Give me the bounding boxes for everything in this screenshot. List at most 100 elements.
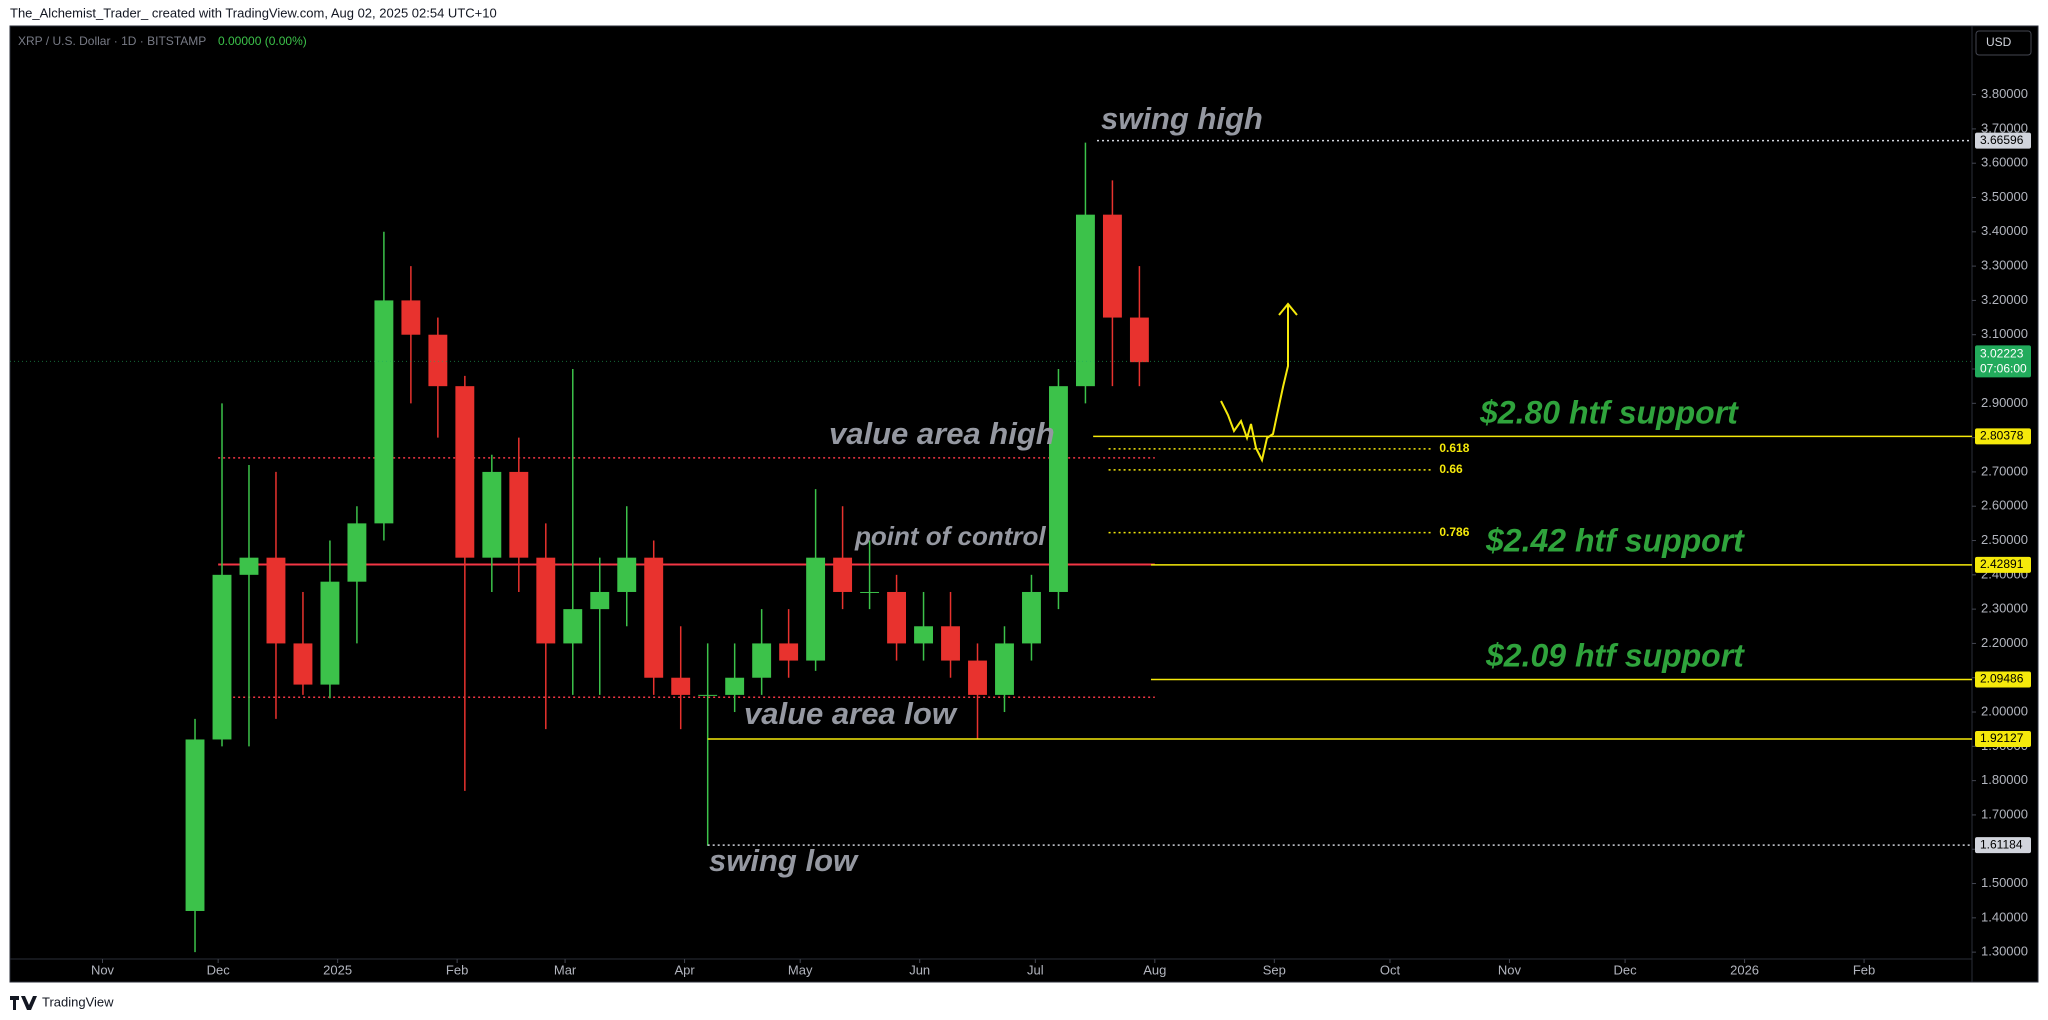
candle-body: [644, 557, 664, 678]
support-label: $2.09 htf support: [1485, 637, 1745, 673]
annotation: point of control: [854, 521, 1046, 551]
x-tick-label: Nov: [1498, 962, 1522, 977]
brand-logo: [10, 996, 37, 1010]
x-tick-label: Apr: [674, 962, 695, 977]
level-label-box: [1975, 556, 2031, 573]
candle-body: [401, 300, 421, 335]
candle-body: [590, 591, 610, 610]
candle-body: [725, 677, 745, 695]
candle-body: [671, 677, 691, 695]
candle-body: [941, 626, 960, 661]
y-tick-label: 3.80000: [1981, 86, 2028, 101]
candle-body: [185, 739, 205, 911]
x-tick-label: Oct: [1380, 962, 1401, 977]
candle-body: [1129, 317, 1149, 363]
chart-panel: [9, 25, 2039, 983]
level-label: 2.42891: [1980, 557, 2024, 571]
level-label-box: [1975, 837, 2031, 854]
level-label-box: [1975, 731, 2031, 748]
x-tick-label: Nov: [91, 962, 115, 977]
brand: TradingView: [42, 994, 114, 1009]
y-tick-label: 2.30000: [1981, 601, 2028, 616]
plot: 1.300001.400001.500001.600001.700001.800…: [10, 86, 2028, 977]
candle-body: [563, 609, 583, 644]
last-price-label: 3.02223: [1980, 347, 2024, 361]
y-tick-label: 3.40000: [1981, 223, 2028, 238]
x-tick-label: 2026: [1730, 962, 1759, 977]
y-tick-label: 1.80000: [1981, 772, 2028, 787]
candle-body: [860, 591, 880, 593]
y-tick-label: 2.70000: [1981, 463, 2028, 478]
x-tick-label: Dec: [1614, 962, 1638, 977]
support-label: $2.80 htf support: [1479, 394, 1739, 430]
x-tick-label: Feb: [446, 962, 468, 977]
candle-body: [293, 643, 313, 685]
fib-label: 0.66: [1439, 462, 1463, 476]
candle-body: [482, 471, 502, 558]
candle-body: [1075, 214, 1095, 387]
countdown: 07:06:00: [1980, 362, 2027, 376]
candle-body: [752, 643, 772, 678]
candle-body: [806, 557, 826, 661]
annotation: value area low: [744, 696, 958, 731]
candle-body: [266, 557, 286, 644]
level-label: 2.09486: [1980, 672, 2024, 686]
candle-body: [887, 591, 907, 644]
credit: The_Alchemist_Trader_ created with Tradi…: [10, 5, 497, 20]
candle-body: [347, 523, 367, 582]
annotation: swing low: [709, 843, 859, 878]
y-tick-label: 2.20000: [1981, 635, 2028, 650]
y-tick-label: 3.30000: [1981, 258, 2028, 273]
support-label: $2.42 htf support: [1485, 522, 1745, 558]
y-tick-label: 1.50000: [1981, 875, 2028, 890]
last-price-box: [1975, 345, 2031, 378]
candle-body: [914, 626, 933, 644]
annotation: value area high: [829, 416, 1055, 451]
candle-body: [995, 643, 1014, 695]
x-tick-label: Aug: [1143, 962, 1166, 977]
level-label-box: [1975, 671, 2031, 688]
x-tick-label: Sep: [1263, 962, 1286, 977]
currency[interactable]: USD: [1986, 35, 2012, 49]
y-tick-label: 3.20000: [1981, 292, 2028, 307]
candle-body: [1102, 214, 1122, 318]
candle-body: [1022, 591, 1041, 644]
x-tick-label: Feb: [1853, 962, 1875, 977]
y-tick-label: 2.90000: [1981, 395, 2028, 410]
annotation: swing high: [1101, 101, 1263, 136]
y-tick-label: 2.00000: [1981, 703, 2028, 718]
symbol: XRP / U.S. Dollar · 1D · BITSTAMP: [18, 34, 206, 48]
x-tick-label: 2025: [323, 962, 352, 977]
y-tick-label: 1.30000: [1981, 944, 2028, 959]
candle-body: [968, 660, 987, 695]
currency-button[interactable]: [1975, 30, 2032, 56]
candle-body: [698, 694, 718, 696]
level-label: 1.92127: [1980, 731, 2024, 745]
level-label: 3.66596: [1980, 133, 2024, 147]
projection-arrow: [1220, 302, 1298, 463]
fib-label: 0.786: [1439, 525, 1469, 539]
candle-body: [1049, 386, 1068, 592]
level-label-box: [1975, 132, 2031, 149]
candle-body: [779, 643, 799, 661]
level-label-box: [1975, 428, 2031, 445]
candle-body: [320, 581, 340, 685]
level-label: 2.80378: [1980, 428, 2024, 442]
candle-body: [833, 557, 853, 592]
candle-body: [239, 557, 259, 575]
x-tick-label: Mar: [554, 962, 577, 977]
y-tick-label: 3.10000: [1981, 326, 2028, 341]
y-tick-label: 3.70000: [1981, 120, 2028, 135]
candle-body: [374, 300, 394, 524]
x-tick-label: Jul: [1027, 962, 1044, 977]
y-tick-label: 2.60000: [1981, 498, 2028, 513]
candle-body: [455, 386, 475, 558]
candle-body: [536, 557, 556, 644]
candle-body: [428, 334, 448, 387]
fib-label: 0.618: [1439, 441, 1469, 455]
y-tick-label: 3.60000: [1981, 155, 2028, 170]
level-label: 1.61184: [1980, 837, 2023, 851]
change: 0.00000 (0.00%): [218, 34, 307, 48]
